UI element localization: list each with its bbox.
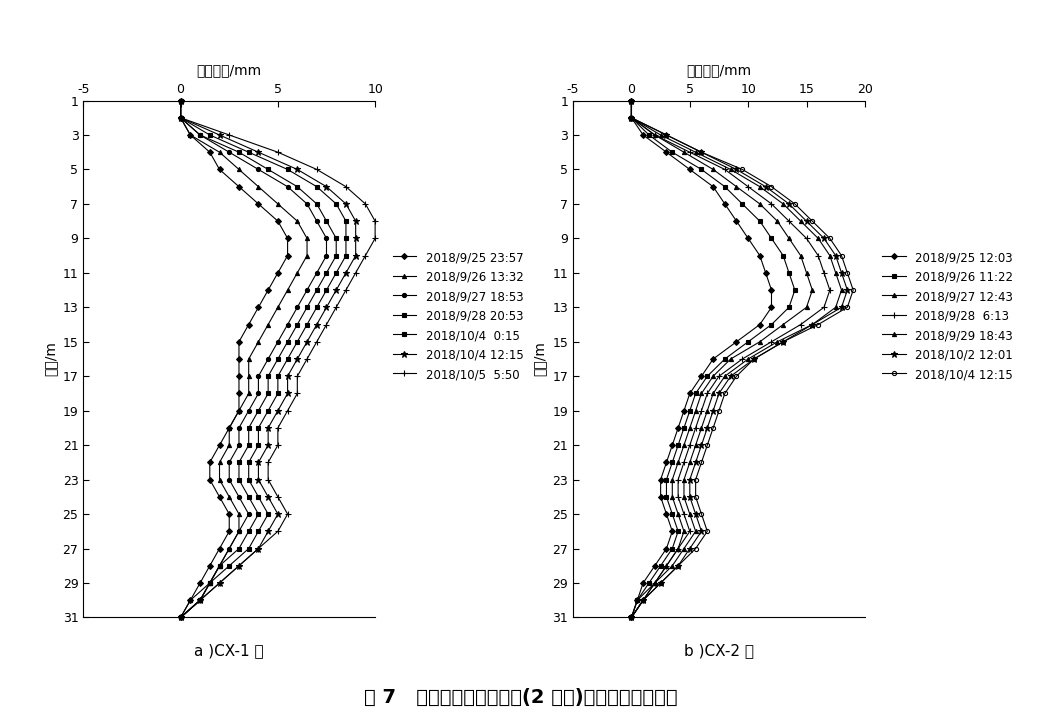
Y-axis label: 深度/m: 深度/m: [532, 342, 547, 376]
Y-axis label: 深度/m: 深度/m: [43, 342, 57, 376]
Legend: 2018/9/25 12:03, 2018/9/26 11:22, 2018/9/27 12:43, 2018/9/28  6:13, 2018/9/29 18: 2018/9/25 12:03, 2018/9/26 11:22, 2018/9…: [883, 251, 1014, 381]
Legend: 2018/9/25 23:57, 2018/9/26 13:32, 2018/9/27 18:53, 2018/9/28 20:53, 2018/10/4  0: 2018/9/25 23:57, 2018/9/26 13:32, 2018/9…: [393, 251, 523, 381]
X-axis label: 侧向位移/mm: 侧向位移/mm: [197, 63, 262, 78]
Text: 图 7   墙体形成尚未结硬前(2 阶段)深层土体水平位移: 图 7 墙体形成尚未结硬前(2 阶段)深层土体水平位移: [365, 689, 677, 707]
X-axis label: 侧向位移/mm: 侧向位移/mm: [687, 63, 751, 78]
Text: b )CX-2 孔: b )CX-2 孔: [684, 643, 754, 658]
Text: a )CX-1 孔: a )CX-1 孔: [195, 643, 264, 658]
